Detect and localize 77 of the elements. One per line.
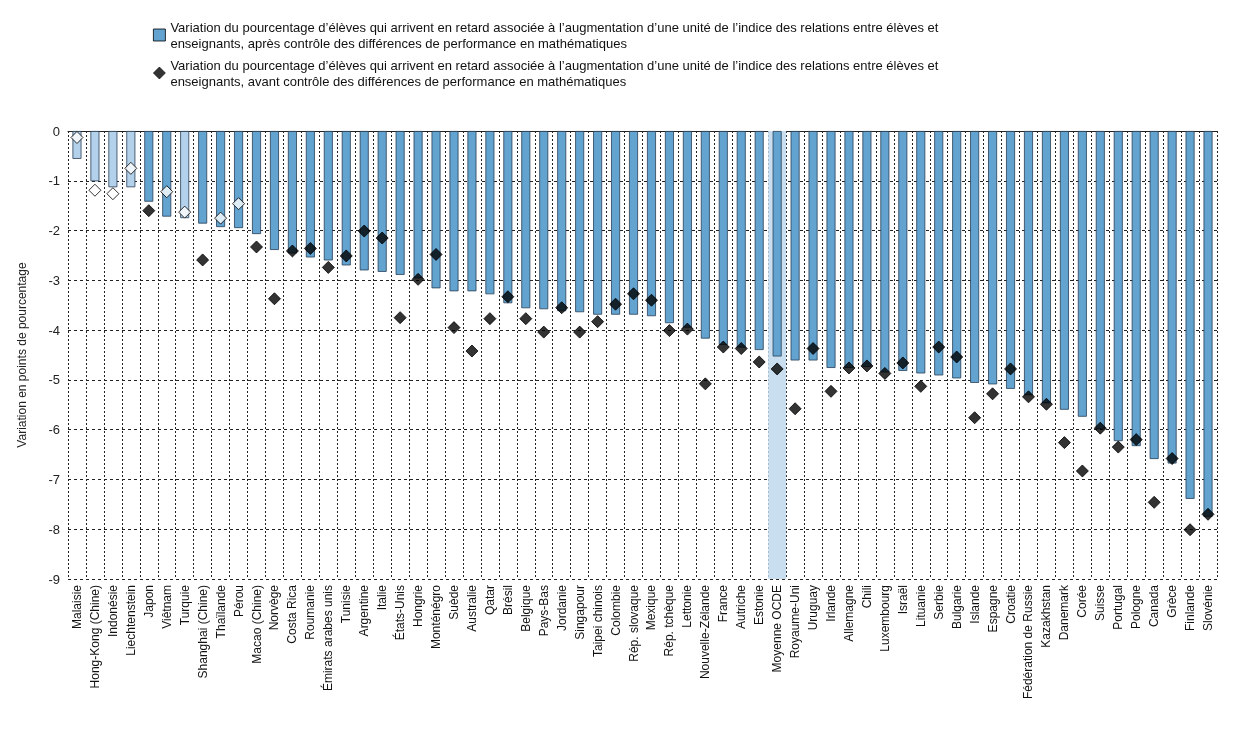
legend-label: Variation du pourcentage d’élèves qui arrivent en retard associée à l’augmentation d’une unité de l’indice des relations entre élèves et enseignants, après contrôle des différences de performance en mathématiques bbox=[170, 19, 942, 51]
x-tick-label: Fédération de Russie bbox=[1021, 584, 1036, 700]
x-tick-label: Allemagne bbox=[841, 584, 856, 642]
y-axis-title: Variation en points de pourcentage bbox=[15, 262, 29, 448]
x-tick-label: Estonie bbox=[752, 584, 767, 626]
x-tick-label: Rép. slovaque bbox=[626, 584, 641, 662]
x-tick-label: Pologne bbox=[1129, 584, 1144, 630]
x-tick-label: Uruguay bbox=[806, 585, 821, 631]
x-tick-label: Turquie bbox=[177, 584, 192, 626]
x-tick-label: Croatie bbox=[1003, 584, 1018, 624]
x-tick-label: Taipei chinois bbox=[590, 585, 605, 658]
y-tick-label: -5 bbox=[48, 372, 60, 388]
x-tick-label: Qatar bbox=[482, 585, 497, 616]
x-tick-label: Autriche bbox=[734, 584, 749, 630]
x-tick-label: Corée bbox=[1075, 584, 1090, 618]
x-tick-label: Macao (Chine) bbox=[249, 585, 264, 664]
x-tick-label: Malaisie bbox=[69, 584, 84, 630]
x-tick-label: Émirats arabes unis bbox=[320, 585, 336, 692]
x-tick-label: Espagne bbox=[985, 584, 1000, 633]
x-tick-label: Italie bbox=[375, 584, 390, 611]
x-tick-label: Rép. tchèque bbox=[662, 584, 677, 657]
x-tick-label: France bbox=[716, 584, 731, 623]
y-tick-label: -4 bbox=[48, 322, 60, 338]
x-tick-label: Bulgarie bbox=[949, 584, 964, 630]
legend-label: Variation du pourcentage d’élèves qui arrivent en retard associée à l’augmentation d’une unité de l’indice des relations entre élèves et enseignants, avant contrôle des différences de performance en mathématiques bbox=[170, 57, 942, 89]
x-tick-label: Belgique bbox=[518, 584, 533, 632]
x-tick-label: Hong-Kong (Chine) bbox=[87, 585, 102, 689]
x-tick-label: Viêtnam bbox=[159, 585, 174, 629]
x-tick-label: Jordanie bbox=[554, 584, 569, 632]
x-tick-label: Portugal bbox=[1111, 585, 1126, 630]
x-tick-label: Moyenne OCDE bbox=[770, 585, 785, 673]
x-tick-label: Nouvelle-Zélande bbox=[698, 584, 713, 680]
x-tick-label: Mexique bbox=[644, 584, 659, 631]
y-tick-label: -8 bbox=[48, 521, 60, 537]
x-tick-label: Australie bbox=[464, 584, 479, 632]
x-tick-label: Hongrie bbox=[411, 584, 426, 628]
x-tick-label: Suisse bbox=[1093, 584, 1108, 622]
x-tick-label: Argentine bbox=[357, 584, 372, 637]
y-tick-label: -1 bbox=[48, 173, 60, 189]
x-tick-label: Kazakhstan bbox=[1039, 585, 1054, 648]
y-tick-label: -7 bbox=[48, 471, 60, 487]
x-tick-label: Finlande bbox=[1183, 584, 1198, 632]
x-tick-label: Israël bbox=[895, 585, 910, 615]
x-tick-label: Norvège bbox=[267, 584, 282, 631]
x-tick-label: Singapour bbox=[572, 585, 587, 640]
x-tick-label: Islande bbox=[967, 584, 982, 624]
x-tick-label: Monténégro bbox=[429, 584, 444, 650]
x-tick-label: Tunisie bbox=[339, 584, 354, 624]
x-tick-label: Costa Rica bbox=[285, 584, 300, 644]
y-tick-label: 0 bbox=[52, 123, 60, 139]
x-tick-label: Pérou bbox=[231, 585, 246, 618]
x-tick-label: Japon bbox=[141, 585, 156, 618]
x-tick-label: Brésil bbox=[500, 585, 515, 616]
x-tick-label: Lituanie bbox=[913, 584, 928, 628]
x-tick-label: Suède bbox=[446, 584, 461, 620]
x-tick-label: Thaïlande bbox=[213, 584, 228, 639]
x-tick-label: Pays-Bas bbox=[536, 585, 551, 637]
x-tick-label: Danemark bbox=[1057, 584, 1072, 641]
x-tick-label: Irlande bbox=[824, 584, 839, 622]
x-tick-label: Slovénie bbox=[1201, 584, 1216, 632]
x-tick-label: Roumanie bbox=[303, 584, 318, 640]
x-tick-label: Grèce bbox=[1165, 584, 1180, 618]
x-tick-label: Chili bbox=[859, 585, 874, 609]
x-tick-label: Royaume-Uni bbox=[788, 585, 803, 659]
x-tick-label: Colombie bbox=[608, 584, 623, 636]
y-tick-label: -2 bbox=[48, 223, 60, 239]
x-tick-label: Serbie bbox=[931, 584, 946, 620]
x-tick-label: Shanghai (Chine) bbox=[195, 585, 210, 679]
x-tick-label: États-Unis bbox=[392, 585, 408, 641]
x-tick-label: Liechtenstein bbox=[123, 585, 138, 656]
x-tick-label: Indonésie bbox=[105, 584, 120, 638]
y-tick-label: -6 bbox=[48, 422, 60, 438]
x-tick-label: Canada bbox=[1147, 584, 1162, 628]
y-tick-label: -9 bbox=[48, 571, 60, 587]
x-tick-label: Lettonie bbox=[680, 584, 695, 628]
x-tick-label: Luxembourg bbox=[877, 585, 892, 652]
y-tick-label: -3 bbox=[48, 272, 60, 288]
